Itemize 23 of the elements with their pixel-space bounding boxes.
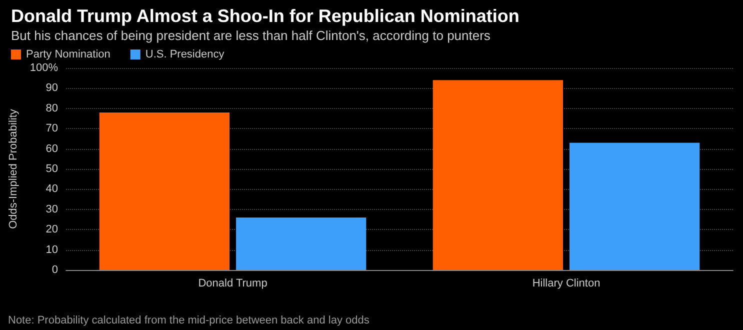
- y-tick-label: 60: [46, 142, 58, 155]
- y-tick-label: 90: [46, 82, 58, 94]
- bar: [236, 217, 366, 270]
- y-tick-label: 0: [52, 264, 58, 276]
- y-tick-label: 20: [46, 224, 58, 236]
- legend-label: Party Nomination: [26, 48, 110, 60]
- text: Note: Probability calculated from the mid-price between back and lay odds: [8, 314, 370, 326]
- y-tick-label: 100%: [30, 62, 58, 74]
- bar: [432, 80, 564, 270]
- chart-title: Donald Trump Almost a Shoo-In for Republican Nomination: [11, 6, 520, 26]
- legend-label: U.S. Presidency: [145, 48, 225, 60]
- bar: [99, 112, 230, 270]
- y-tick-label: 50: [46, 163, 58, 175]
- y-axis-title: Odds-Implied Probability: [8, 108, 20, 229]
- x-tick-label: Donald Trump: [198, 278, 268, 290]
- chart-subtitle: But his chances of being president are less than half Clinton's, according to punters: [11, 28, 491, 43]
- y-tick-label: 80: [46, 102, 58, 114]
- y-tick-label: 30: [46, 203, 58, 216]
- x-tick-label: Hillary Clinton: [532, 278, 600, 290]
- y-tick-label: 40: [46, 183, 58, 196]
- bar: [570, 142, 700, 270]
- y-tick-label: 10: [46, 244, 58, 256]
- y-tick-label: 70: [46, 122, 58, 135]
